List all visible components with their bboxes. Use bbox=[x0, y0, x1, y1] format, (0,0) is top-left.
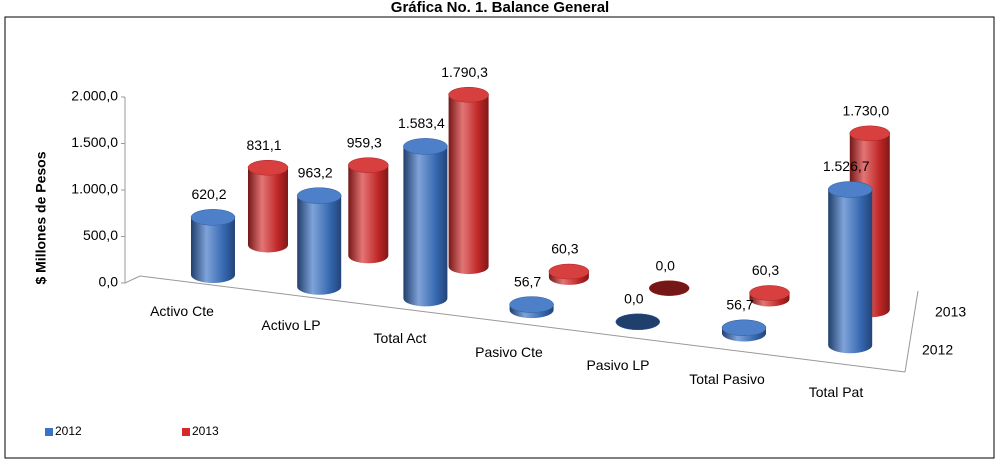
value-label: 963,2 bbox=[298, 164, 333, 180]
x-tick-label: Total Pasivo bbox=[689, 370, 765, 387]
value-label: 1.526,7 bbox=[823, 158, 870, 174]
y-axis-title: $ Millones de Pesos bbox=[33, 151, 49, 284]
y-tick-label: 2.000,0 bbox=[71, 88, 118, 104]
legend-label: 2013 bbox=[192, 424, 219, 438]
value-label: 1.583,4 bbox=[398, 115, 445, 131]
value-label: 0,0 bbox=[624, 291, 644, 307]
value-label: 831,1 bbox=[246, 137, 281, 153]
depth-label: 2013 bbox=[935, 304, 966, 320]
cylinder bbox=[722, 327, 766, 342]
x-tick-label: Pasivo Cte bbox=[475, 343, 543, 360]
cylinder-top bbox=[615, 313, 661, 331]
x-tick-label: Pasivo LP bbox=[586, 357, 650, 373]
cylinder bbox=[509, 304, 554, 319]
cylinder-top bbox=[648, 280, 690, 296]
cylinder bbox=[191, 217, 235, 283]
value-label: 1.730,0 bbox=[842, 103, 889, 119]
value-label: 1.790,3 bbox=[441, 64, 488, 80]
y-tick-label: 1.000,0 bbox=[71, 181, 118, 197]
cylinder bbox=[448, 94, 489, 275]
legend-label: 2012 bbox=[55, 424, 82, 438]
x-tick-label: Total Pat bbox=[808, 384, 864, 400]
cylinder-top bbox=[247, 159, 289, 176]
cylinder-top bbox=[448, 86, 489, 103]
cylinder-top bbox=[348, 157, 389, 173]
cylinder-top bbox=[548, 263, 590, 280]
value-label: 0,0 bbox=[655, 257, 675, 273]
value-label: 959,3 bbox=[347, 134, 382, 150]
y-tick-label: 0,0 bbox=[99, 274, 119, 290]
cylinder-top bbox=[827, 181, 873, 198]
cylinder-top bbox=[749, 285, 790, 301]
cylinder-top bbox=[849, 125, 891, 142]
cylinder-top bbox=[190, 209, 236, 226]
x-tick-label: Activo LP bbox=[261, 316, 321, 333]
cylinder bbox=[297, 195, 342, 295]
cylinder bbox=[248, 167, 288, 253]
chart-title: Gráfica No. 1. Balance General bbox=[391, 0, 609, 16]
x-tick-label: Total Act bbox=[373, 330, 427, 346]
cylinder bbox=[749, 292, 790, 307]
value-label: 60,3 bbox=[551, 241, 578, 257]
y-tick-label: 1.500,0 bbox=[71, 134, 118, 150]
value-label: 56,7 bbox=[726, 297, 753, 313]
cylinder-top bbox=[509, 296, 554, 313]
value-label: 56,7 bbox=[514, 273, 541, 289]
cylinder bbox=[403, 146, 448, 307]
legend-swatch bbox=[45, 428, 53, 436]
value-label: 620,2 bbox=[191, 186, 226, 202]
cylinder-top bbox=[296, 187, 342, 204]
cylinder-top bbox=[721, 319, 767, 337]
cylinder bbox=[348, 165, 389, 264]
cylinder-top bbox=[403, 138, 448, 155]
y-tick-label: 500,0 bbox=[83, 227, 118, 243]
cylinder bbox=[828, 189, 873, 354]
depth-label: 2012 bbox=[922, 342, 953, 358]
cylinder bbox=[548, 271, 589, 285]
legend-swatch bbox=[182, 428, 190, 436]
x-tick-label: Activo Cte bbox=[150, 303, 214, 319]
value-label: 60,3 bbox=[752, 262, 779, 278]
